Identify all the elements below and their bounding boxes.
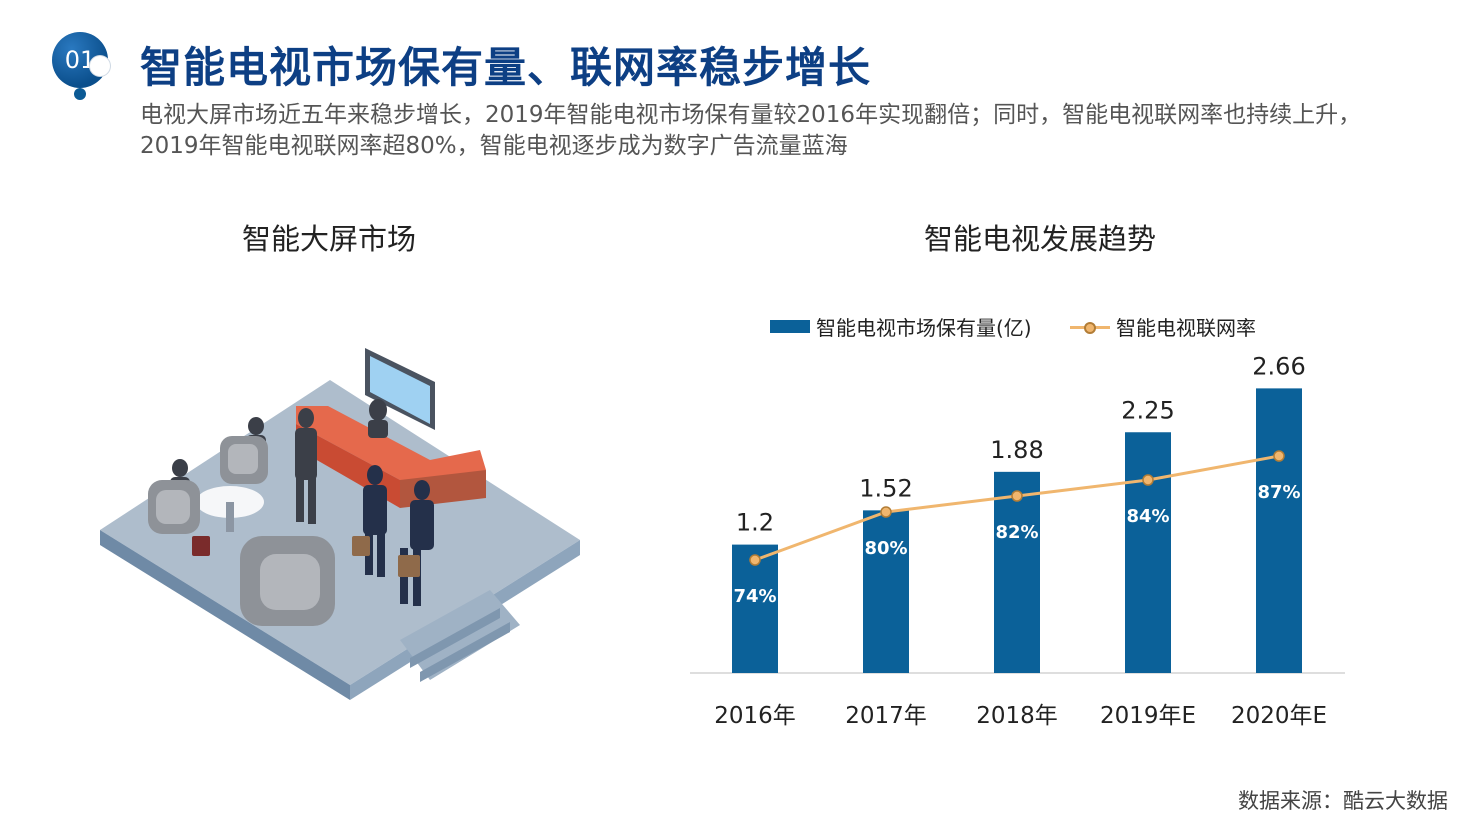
legend-item-bar: 智能电视市场保有量(亿) [770, 312, 1032, 341]
x-tick-label: 2017年 [845, 703, 927, 729]
legend-bar-swatch [770, 320, 810, 333]
legend-line-swatch [1070, 320, 1110, 334]
chart-title: 智能电视发展趋势 [924, 222, 1157, 256]
line-value-label: 87% [1257, 482, 1300, 503]
line-value-label: 82% [995, 522, 1038, 543]
legend-line-label: 智能电视联网率 [1116, 316, 1256, 340]
line-value-label: 74% [733, 586, 776, 607]
x-tick-label: 2016年 [714, 703, 796, 729]
office-lobby-illustration [100, 348, 580, 700]
data-source: 数据来源：酷云大数据 [1238, 789, 1448, 813]
smart-tv-trend-chart: 1.2 2016年 1.52 2017年 1.88 2018年 2.25 2019年E 2.66… [690, 352, 1345, 729]
left-panel-title: 智能大屏市场 [242, 222, 417, 256]
bar [863, 510, 909, 673]
badge-dot-decoration [90, 56, 110, 76]
page-title: 智能电视市场保有量、联网率稳步增长 [140, 43, 872, 92]
line-value-label: 80% [864, 538, 907, 559]
badge-small-dot-decoration [74, 88, 86, 100]
bar-value-label: 2.66 [1252, 352, 1305, 380]
bar [1125, 432, 1171, 673]
bar [1256, 388, 1302, 673]
bar [732, 544, 778, 673]
line-point [1011, 490, 1023, 502]
legend-bar-label: 智能电视市场保有量(亿) [816, 316, 1032, 340]
line-point [749, 554, 761, 566]
bar-value-label: 1.88 [990, 436, 1043, 464]
line-point [1273, 450, 1285, 462]
bar-value-label: 1.52 [859, 474, 912, 502]
line-point [880, 506, 892, 518]
page-subtitle: 电视大屏市场近五年来稳步增长，2019年智能电视市场保有量较2016年实现翻倍；… [140, 102, 1362, 159]
x-tick-label: 2020年E [1231, 703, 1327, 729]
bar [994, 471, 1040, 673]
line-point [1142, 474, 1154, 486]
bar-value-label: 2.25 [1121, 396, 1174, 424]
x-tick-label: 2019年E [1100, 703, 1196, 729]
bar-value-label: 1.2 [736, 509, 774, 537]
line-value-label: 84% [1126, 506, 1169, 527]
section-number-badge: 01 [52, 32, 112, 102]
x-tick-label: 2018年 [976, 703, 1058, 729]
legend-item-line: 智能电视联网率 [1070, 312, 1256, 341]
